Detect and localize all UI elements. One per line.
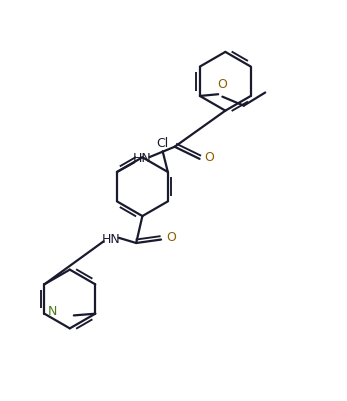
Text: HN: HN (102, 233, 121, 246)
Text: O: O (204, 151, 214, 164)
Text: N: N (47, 306, 57, 318)
Text: Cl: Cl (156, 137, 169, 150)
Text: O: O (218, 78, 227, 91)
Text: O: O (166, 231, 176, 244)
Text: HN: HN (133, 152, 151, 165)
